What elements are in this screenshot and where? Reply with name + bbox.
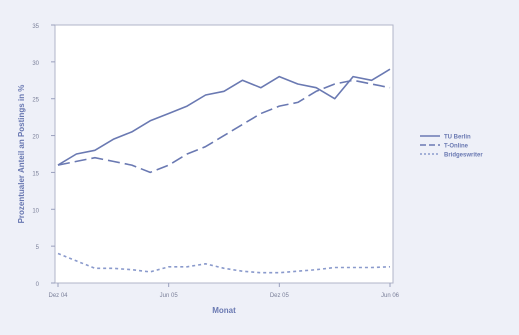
legend-label: TU Berlin: [444, 135, 471, 141]
y-tick-label: 10: [32, 208, 39, 214]
legend-label: Bridgeswriter: [444, 153, 483, 159]
y-tick-label: 30: [32, 61, 39, 67]
x-tick-label: Jun 05: [160, 293, 179, 299]
y-tick-label: 5: [36, 245, 40, 251]
x-axis-label: Monat: [212, 306, 236, 315]
series-line-1: [57, 79, 391, 174]
y-tick-label: 0: [36, 282, 40, 288]
x-tick-label: Dez 05: [270, 293, 290, 299]
x-tick-label: Dez 04: [48, 293, 68, 299]
series-lines: [57, 68, 391, 274]
plot-area: [54, 24, 394, 284]
y-tick-label: 15: [32, 171, 39, 177]
legend-label: T-Online: [444, 144, 469, 150]
series-line-2: [57, 252, 391, 274]
y-tick-label: 20: [32, 135, 39, 141]
series-line-0: [57, 68, 391, 166]
x-axis: Dez 04 Jun 05 Dez 05 Jun 06: [48, 283, 400, 299]
y-axis-label: Prozentualer Anteil an Postings in %: [17, 85, 26, 224]
y-axis: 0 5 10 15 20 25 30 35: [32, 24, 55, 288]
x-tick-label: Jun 06: [381, 293, 400, 299]
y-tick-label: 25: [32, 98, 39, 104]
y-tick-label: 35: [32, 24, 39, 30]
legend: TU Berlin T-Online Bridgeswriter: [420, 135, 483, 159]
